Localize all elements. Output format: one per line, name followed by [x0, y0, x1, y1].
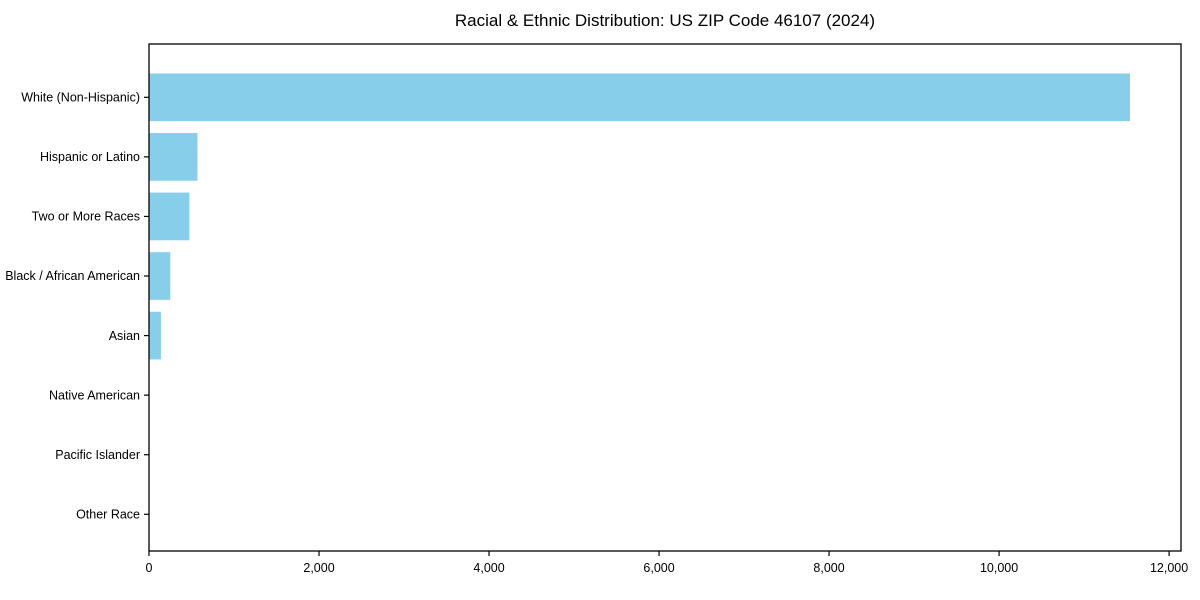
x-tick-label: 10,000	[980, 561, 1018, 575]
x-tick-label: 2,000	[303, 561, 334, 575]
bar-two-or-more-races	[149, 192, 190, 241]
x-tick-label: 4,000	[473, 561, 504, 575]
y-tick-label: Hispanic or Latino	[40, 150, 140, 164]
bar-hispanic-or-latino	[149, 133, 198, 181]
y-tick-label: White (Non-Hispanic)	[21, 91, 140, 105]
y-tick-label: Asian	[109, 329, 140, 343]
y-tick-label: Pacific Islander	[55, 448, 140, 462]
x-tick-label: 12,000	[1150, 561, 1188, 575]
y-tick-label: Native American	[49, 388, 140, 402]
chart-title: Racial & Ethnic Distribution: US ZIP Cod…	[454, 11, 876, 30]
x-tick-label: 8,000	[813, 561, 844, 575]
x-tick-label: 6,000	[643, 561, 674, 575]
x-tick-label: 0	[146, 561, 153, 575]
y-tick-label: Two or More Races	[32, 210, 140, 224]
plot-frame	[148, 43, 1182, 552]
y-tick-label: Other Race	[76, 507, 140, 521]
bar-white-non-hispanic	[149, 73, 1130, 122]
bar-asian	[149, 311, 161, 360]
y-tick-label: Black / African American	[5, 269, 140, 283]
bar-black-african-american	[149, 252, 171, 300]
